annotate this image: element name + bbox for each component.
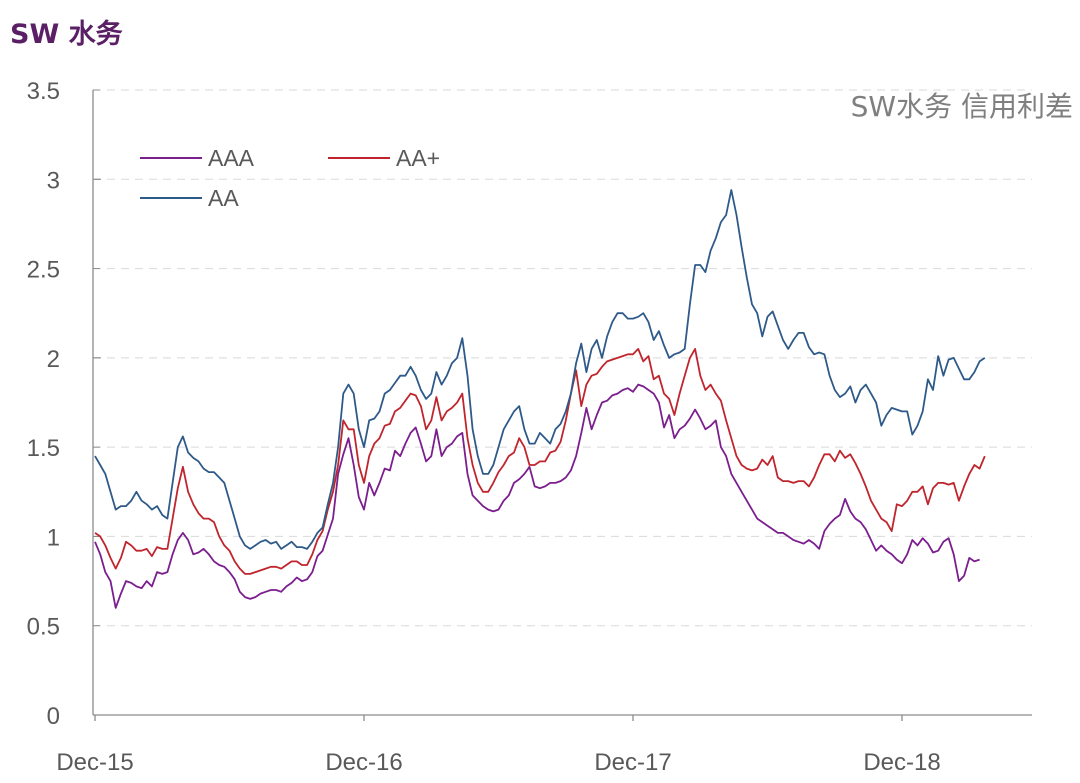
series-lines: [94, 189, 986, 609]
y-tick-label: 1: [47, 524, 60, 551]
x-axis-ticks: Dec-15 Dec-16 Dec-17 Dec-18: [56, 715, 941, 776]
y-tick-label: 0.5: [27, 614, 60, 641]
legend-label-aaa: AAA: [208, 145, 255, 171]
y-tick-label: 3: [47, 167, 60, 194]
series-line-aa: [94, 189, 986, 550]
y-tick-label: 2.5: [27, 257, 60, 284]
legend-label-aa-plus: AA+: [396, 145, 440, 171]
chart-title: SW水务 信用利差: [851, 90, 1073, 123]
legend-label-aa: AA: [208, 185, 239, 211]
legend: AAA AA+ AA: [140, 145, 440, 211]
y-axis-ticks: 0 0.5 1 1.5 2 2.5 3 3.5: [27, 78, 60, 730]
gridlines: [93, 89, 1032, 627]
y-tick-label: 2: [47, 346, 60, 373]
x-tick-label: Dec-15: [56, 749, 133, 776]
y-tick-label: 0: [47, 703, 60, 730]
axes: [92, 89, 1032, 716]
x-tick-label: Dec-17: [594, 749, 671, 776]
y-tick-label: 1.5: [27, 435, 60, 462]
series-line-aaa: [94, 383, 980, 609]
y-tick-label: 3.5: [27, 78, 60, 105]
x-tick-label: Dec-16: [325, 749, 402, 776]
x-tick-label: Dec-18: [863, 749, 940, 776]
series-line-aa-plus: [94, 347, 986, 575]
page-title: SW 水务: [10, 19, 123, 50]
